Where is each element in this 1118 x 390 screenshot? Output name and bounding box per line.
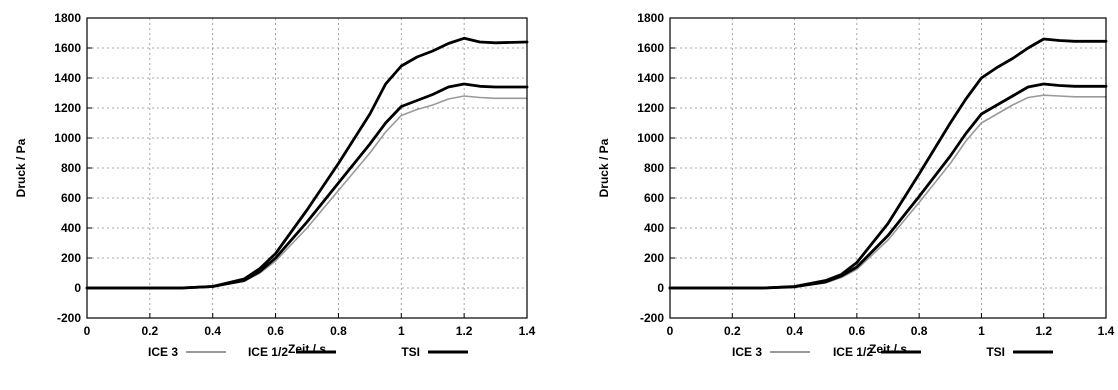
plot-frame [86, 17, 528, 319]
x-tick-label: 1.4 [1098, 324, 1115, 338]
legend-label: TSI [986, 345, 1005, 359]
x-tick-label: 1 [398, 324, 405, 338]
x-tick-label: 1.2 [1035, 324, 1052, 338]
x-tick-label: 1 [978, 324, 985, 338]
y-tick-label: 1400 [637, 71, 664, 85]
y-tick-label: 800 [61, 161, 81, 175]
y-tick-label: 1200 [637, 101, 664, 115]
plot-frame [669, 17, 1107, 319]
y-tick-label: 1200 [54, 101, 81, 115]
x-tick-label: 0.8 [330, 324, 347, 338]
y-tick-label: 600 [61, 191, 81, 205]
x-tick-label: 0.6 [267, 324, 284, 338]
x-tick-label: 1.4 [519, 324, 536, 338]
y-tick-label: 1800 [54, 11, 81, 25]
y-tick-label: 1400 [54, 71, 81, 85]
y-tick-label: 0 [657, 281, 664, 295]
y-tick-label: 1000 [54, 131, 81, 145]
x-tick-label: 0 [84, 324, 91, 338]
legend-label: TSI [401, 345, 420, 359]
series-line-tsi [668, 37, 1108, 290]
y-tick-label: 400 [644, 221, 664, 235]
x-tick-label: 0 [667, 324, 674, 338]
x-tick-label: 0.4 [786, 324, 803, 338]
legend-label: ICE 1/2 [833, 345, 873, 359]
y-tick-label: 1000 [637, 131, 664, 145]
y-tick-label: -200 [640, 311, 664, 325]
y-tick-label: 1600 [54, 41, 81, 55]
series-line-tsi [85, 36, 529, 290]
x-tick-label: 0.6 [849, 324, 866, 338]
y-tick-label: 0 [74, 281, 81, 295]
x-axis-label: Zeit / s [288, 342, 326, 356]
grid [670, 18, 1106, 318]
series-line-ice-1-2 [668, 82, 1108, 290]
chart-right: 0 0.2 0.4 0.6 0.8 1 1.2 1.4-2000200400600800100… [597, 11, 1115, 359]
x-tick-label: 1.2 [456, 324, 473, 338]
series-line-ice-3 [86, 95, 528, 289]
y-tick-label: 400 [61, 221, 81, 235]
y-tick-label: 1800 [637, 11, 664, 25]
y-tick-label: 1600 [637, 41, 664, 55]
legend-label: ICE 3 [732, 345, 762, 359]
y-axis-label: Druck / Pa [597, 138, 611, 197]
y-tick-label: -200 [57, 311, 81, 325]
y-tick-label: 200 [61, 251, 81, 265]
y-tick-label: 200 [644, 251, 664, 265]
x-tick-label: 0.2 [142, 324, 159, 338]
x-tick-label: 0.8 [911, 324, 928, 338]
y-axis-label: Druck / Pa [14, 138, 28, 197]
x-axis-label: Zeit / s [869, 342, 907, 356]
legend-label: ICE 1/2 [248, 345, 288, 359]
y-tick-label: 600 [644, 191, 664, 205]
y-tick-label: 800 [644, 161, 664, 175]
x-tick-label: 0.4 [204, 324, 221, 338]
grid [87, 18, 527, 318]
series-line-ice-3 [669, 94, 1107, 289]
chart-left: 0 0.2 0.4 0.6 0.8 1 1.2 1.4-2000200400600800100… [14, 11, 536, 359]
x-tick-label: 0.2 [724, 324, 741, 338]
series-line-ice-1-2 [85, 82, 529, 290]
legend-label: ICE 3 [148, 345, 178, 359]
